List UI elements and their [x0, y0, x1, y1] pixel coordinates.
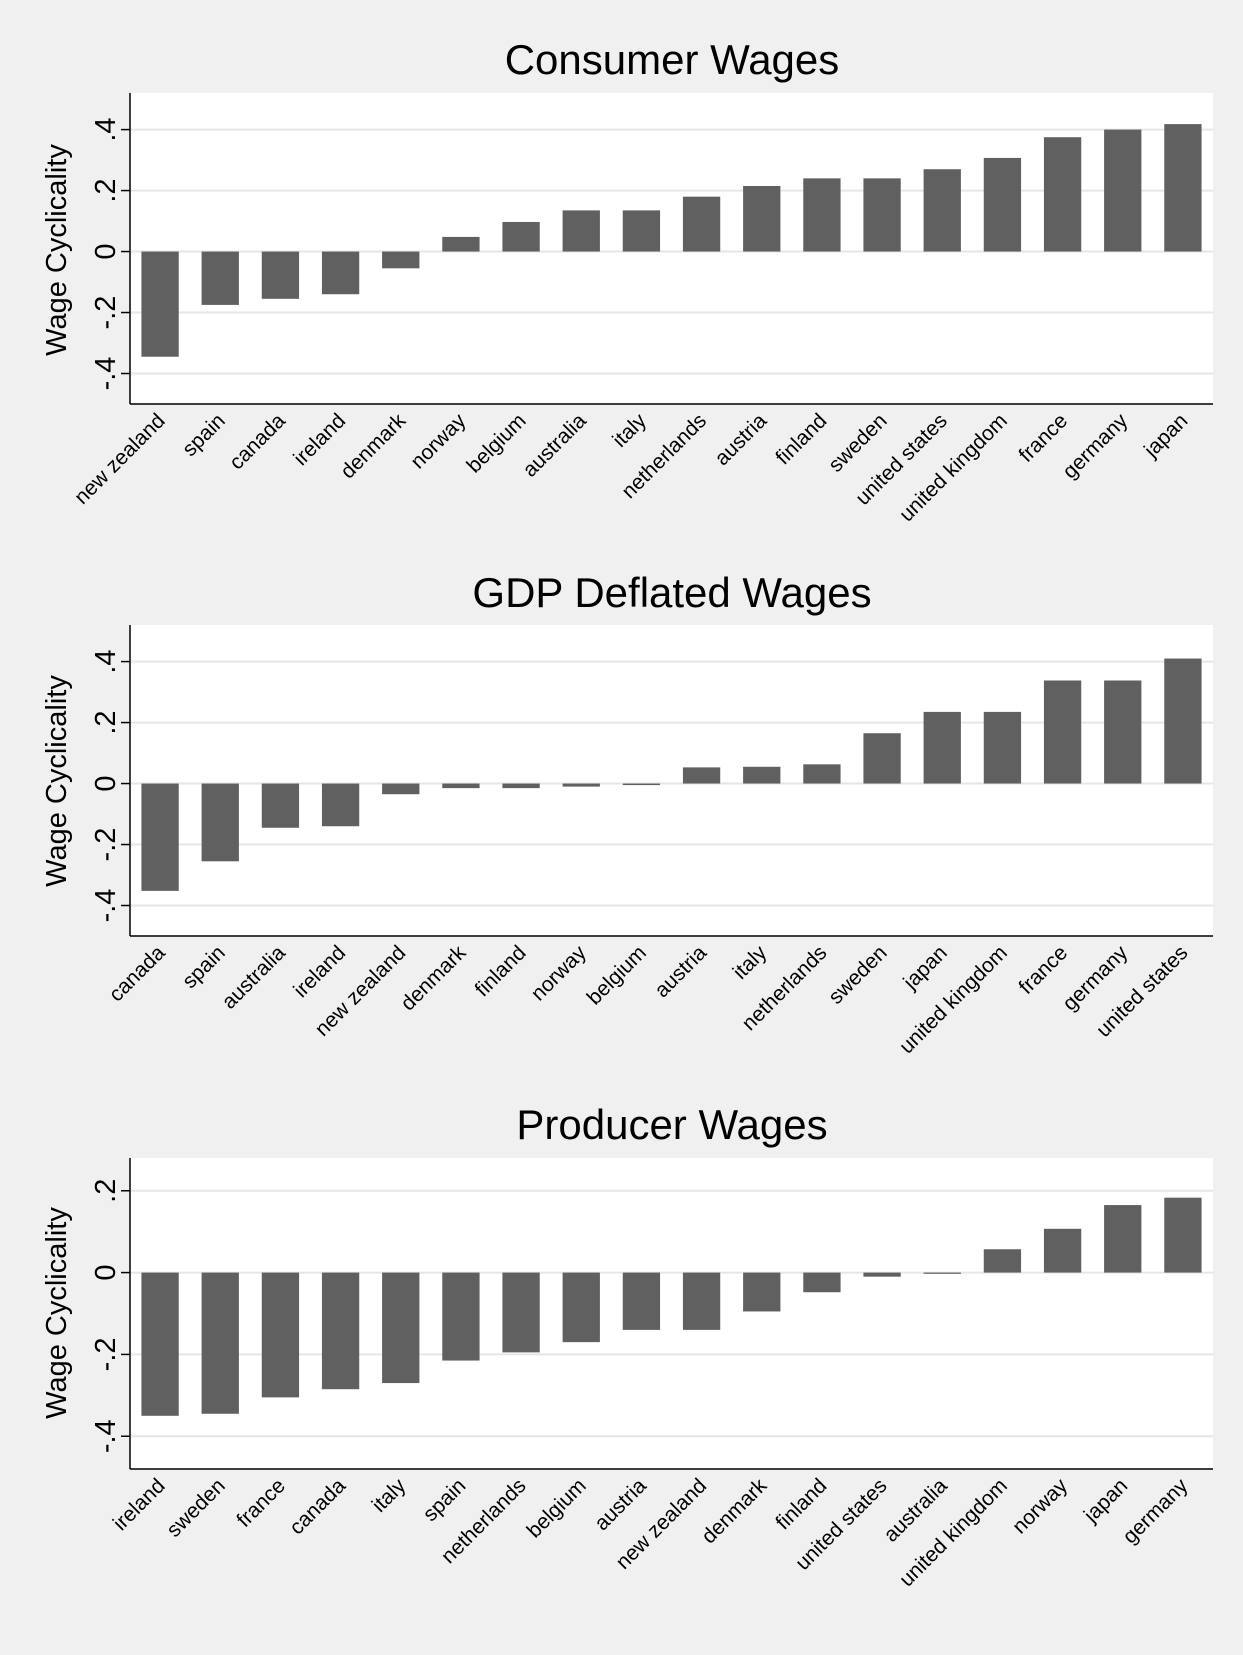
bar-spain — [442, 1272, 480, 1361]
bar-denmark — [743, 1272, 781, 1312]
consumer-wages-chart: Consumer Wages Wage Cyclicality -.4 -.2 0.… — [41, 36, 1213, 526]
bar-austria — [743, 185, 781, 252]
bar-germany — [1164, 1197, 1202, 1273]
bar-united-kingdom — [983, 157, 1022, 252]
bar-france — [1043, 680, 1082, 784]
y-tick-label: 0 — [90, 775, 122, 791]
y-tick-label: -.4 — [90, 889, 122, 923]
bar-sweden — [863, 178, 901, 252]
bar-new-zealand — [682, 1272, 721, 1330]
bar-united-states — [1164, 658, 1202, 784]
bar-ireland — [141, 1272, 179, 1416]
bar-italy — [382, 1272, 420, 1384]
bar-belgium — [622, 783, 661, 786]
bar-netherlands — [682, 196, 721, 252]
bar-belgium — [562, 1272, 600, 1343]
bar-finland — [803, 178, 841, 252]
bar-austria — [682, 767, 721, 784]
y-tick-label: .2 — [90, 1179, 122, 1203]
y-tick-label: -.4 — [90, 357, 122, 391]
bar-australia — [562, 210, 600, 252]
y-axis-label: Wage Cyclicality — [41, 144, 73, 356]
y-axis-label: Wage Cyclicality — [41, 1207, 73, 1419]
bar-australia — [261, 783, 300, 828]
y-tick-label: .4 — [90, 117, 122, 141]
y-tick-label: .4 — [90, 649, 122, 673]
bar-france — [1043, 137, 1082, 252]
bar-united-states — [863, 1272, 901, 1277]
bar-japan — [1104, 1205, 1142, 1273]
chart-title: GDP Deflated Wages — [472, 569, 871, 616]
y-tick-label: -.2 — [90, 828, 122, 862]
bar-united-kingdom — [983, 1249, 1022, 1273]
bar-united-kingdom — [983, 711, 1022, 784]
bar-finland — [502, 783, 540, 789]
bar-norway — [442, 236, 480, 252]
bar-finland — [803, 1272, 841, 1293]
bar-germany — [1104, 680, 1142, 784]
chart-title: Consumer Wages — [505, 36, 840, 83]
bar-ireland — [321, 783, 360, 827]
bar-spain — [201, 783, 239, 862]
chart-title: Producer Wages — [516, 1101, 827, 1148]
bar-new-zealand — [141, 251, 179, 357]
y-tick-label: .2 — [90, 178, 122, 202]
y-axis-label: Wage Cyclicality — [41, 675, 73, 887]
bar-canada — [141, 783, 179, 891]
y-tick-label: -.4 — [90, 1419, 122, 1453]
y-tick-label: -.2 — [90, 1337, 122, 1371]
bar-denmark — [442, 783, 480, 789]
bar-italy — [743, 766, 781, 784]
bar-netherlands — [502, 1272, 540, 1353]
bar-australia — [923, 1272, 961, 1274]
y-tick-label: -.2 — [90, 296, 122, 330]
bar-germany — [1104, 129, 1142, 252]
plot-area — [130, 93, 1213, 404]
bar-sweden — [863, 733, 901, 784]
bar-japan — [923, 711, 961, 784]
bar-united-states — [923, 169, 961, 252]
bar-netherlands — [803, 764, 841, 784]
y-tick-label: 0 — [90, 243, 122, 259]
plot-area — [130, 1158, 1213, 1469]
bar-spain — [201, 251, 239, 305]
bar-france — [261, 1272, 300, 1398]
plot-area — [130, 625, 1213, 936]
bar-japan — [1164, 124, 1202, 252]
y-tick-label: .2 — [90, 710, 122, 734]
bar-italy — [622, 210, 661, 252]
bar-denmark — [382, 251, 420, 269]
bar-ireland — [321, 251, 360, 295]
bar-sweden — [201, 1272, 239, 1414]
y-tick-label: 0 — [90, 1265, 122, 1281]
bar-canada — [261, 251, 300, 299]
bar-austria — [622, 1272, 661, 1330]
bar-norway — [562, 783, 600, 787]
bar-norway — [1043, 1228, 1082, 1273]
bar-belgium — [502, 221, 540, 252]
bar-canada — [321, 1272, 360, 1390]
bar-new-zealand — [382, 783, 420, 795]
